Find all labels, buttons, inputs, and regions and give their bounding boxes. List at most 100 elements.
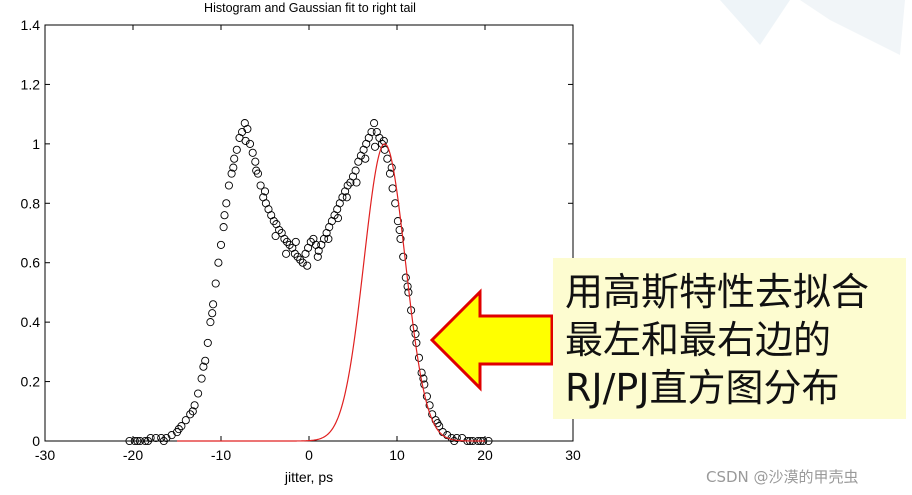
data-point: [313, 252, 322, 261]
data-point: [146, 433, 155, 443]
data-point: [271, 231, 280, 241]
data-point: [143, 436, 153, 446]
callout-arrow: [429, 288, 554, 392]
data-point: [229, 163, 238, 172]
data-point: [194, 389, 203, 398]
data-point: [298, 258, 307, 267]
scatter-series: [125, 119, 493, 446]
callout-line-1: 用高斯特性去拟合: [565, 270, 870, 314]
data-point: [303, 261, 312, 270]
data-point: [342, 193, 351, 202]
y-tick-label: 0.6: [21, 255, 41, 271]
data-point: [333, 214, 343, 223]
data-point: [275, 225, 284, 235]
data-point: [443, 431, 452, 440]
data-point: [227, 169, 236, 178]
data-point: [208, 309, 217, 318]
data-point: [159, 436, 168, 446]
data-point: [214, 258, 223, 267]
callout-line-2: 最左和最右边的: [565, 318, 832, 362]
x-axis: -30 -20 -10 0 10 20 30: [35, 25, 581, 463]
data-point: [393, 217, 402, 226]
x-axis-label: jitter, ps: [284, 469, 333, 485]
plot-area: [44, 24, 574, 442]
x-tick-label: -30: [35, 447, 55, 463]
y-tick-label: 0: [32, 433, 40, 449]
data-point: [135, 436, 145, 446]
data-point: [290, 249, 299, 258]
data-point: [419, 374, 428, 383]
data-point: [174, 425, 183, 434]
y-tick-label: 0.8: [21, 195, 41, 211]
data-point: [209, 300, 218, 309]
data-point: [293, 252, 302, 261]
data-point: [414, 353, 424, 362]
data-point: [216, 240, 226, 249]
callout-line-3: RJ/PJ直方图分布: [565, 366, 840, 410]
data-point: [351, 166, 360, 175]
data-point: [224, 181, 233, 190]
data-point: [282, 249, 291, 258]
data-point: [203, 338, 212, 347]
data-point: [352, 178, 361, 187]
data-point: [291, 237, 300, 246]
gaussian-fit-line: [177, 143, 485, 442]
y-axis: 0 0.2 0.4 0.6 0.8 1 1.2 1.4: [21, 17, 573, 449]
x-tick-label: -20: [123, 447, 143, 463]
data-point: [157, 433, 166, 443]
data-point: [133, 436, 142, 446]
data-point: [243, 124, 252, 134]
x-tick-label: 20: [477, 447, 493, 463]
data-point: [241, 136, 250, 145]
data-point: [387, 163, 396, 172]
data-point: [245, 139, 255, 148]
data-point: [396, 234, 405, 243]
data-point: [367, 127, 376, 137]
data-point: [252, 166, 261, 175]
data-point: [370, 142, 380, 151]
data-point: [370, 119, 379, 128]
y-tick-label: 1.4: [21, 17, 41, 33]
data-point: [280, 234, 289, 243]
data-point: [248, 148, 257, 157]
y-tick-label: 1: [32, 136, 40, 152]
data-point: [452, 433, 461, 443]
x-tick-label: 30: [565, 447, 581, 463]
data-point: [296, 255, 305, 264]
data-point: [251, 157, 260, 166]
data-point: [190, 401, 199, 410]
data-point: [222, 199, 231, 208]
data-point: [130, 436, 139, 446]
y-tick-label: 0.2: [21, 374, 41, 390]
data-point: [232, 145, 241, 154]
data-point: [425, 401, 434, 410]
x-tick-label: 0: [305, 447, 313, 463]
data-point: [269, 217, 278, 226]
watermark: CSDN @沙漠的甲壳虫: [706, 468, 859, 486]
data-point: [219, 223, 228, 232]
data-point: [151, 433, 160, 443]
data-point: [260, 187, 270, 196]
x-tick-label: 10: [389, 447, 405, 463]
data-point: [343, 181, 352, 190]
data-point: [201, 356, 210, 365]
data-point: [411, 329, 420, 339]
data-point: [417, 368, 426, 377]
data-point: [197, 374, 206, 383]
chart-title: Histogram and Gaussian fit to right tail: [204, 1, 416, 15]
data-point: [125, 436, 134, 446]
data-point: [177, 422, 186, 431]
data-point: [428, 410, 437, 419]
data-point: [422, 392, 431, 401]
data-point: [420, 380, 429, 389]
decoration: [720, 0, 905, 55]
data-point: [256, 181, 265, 190]
data-point: [181, 416, 190, 425]
data-point: [199, 362, 208, 371]
data-point: [186, 410, 195, 419]
data-point: [401, 273, 410, 282]
y-tick-label: 1.2: [21, 76, 41, 92]
data-point: [230, 154, 239, 163]
data-point: [395, 225, 404, 235]
